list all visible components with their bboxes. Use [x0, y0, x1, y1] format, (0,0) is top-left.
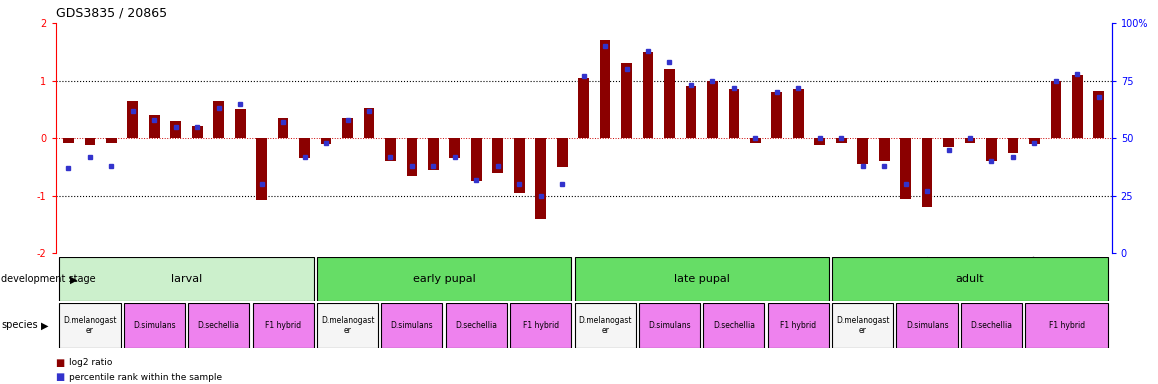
- Bar: [574, 303, 636, 348]
- Text: late pupal: late pupal: [674, 274, 730, 285]
- Text: ■: ■: [56, 372, 65, 382]
- Text: percentile rank within the sample: percentile rank within the sample: [69, 372, 222, 382]
- Bar: [235, 109, 245, 138]
- Bar: [943, 138, 954, 147]
- Bar: [708, 81, 718, 138]
- Bar: [406, 138, 417, 176]
- Bar: [449, 138, 460, 159]
- Bar: [665, 69, 675, 138]
- Text: D.simulans: D.simulans: [906, 321, 948, 330]
- Bar: [961, 303, 1023, 348]
- Text: F1 hybrid: F1 hybrid: [522, 321, 559, 330]
- Bar: [1007, 138, 1018, 153]
- Bar: [768, 303, 829, 348]
- Bar: [814, 138, 826, 145]
- Text: ▶: ▶: [41, 320, 47, 331]
- Bar: [188, 303, 249, 348]
- Bar: [149, 115, 160, 138]
- Bar: [252, 303, 314, 348]
- Text: D.melanogast
er: D.melanogast er: [578, 316, 632, 335]
- Bar: [900, 138, 911, 199]
- Bar: [59, 257, 314, 301]
- Bar: [192, 126, 203, 138]
- Bar: [446, 303, 507, 348]
- Bar: [574, 257, 829, 301]
- Text: F1 hybrid: F1 hybrid: [780, 321, 816, 330]
- Bar: [1072, 75, 1083, 138]
- Bar: [987, 138, 997, 161]
- Bar: [124, 303, 185, 348]
- Text: F1 hybrid: F1 hybrid: [265, 321, 301, 330]
- Bar: [793, 89, 804, 138]
- Text: D.sechellia: D.sechellia: [970, 321, 1012, 330]
- Text: F1 hybrid: F1 hybrid: [1048, 321, 1085, 330]
- Bar: [1029, 138, 1040, 144]
- Bar: [703, 303, 764, 348]
- Bar: [965, 138, 975, 143]
- Bar: [428, 138, 439, 170]
- Bar: [511, 303, 571, 348]
- Text: development stage: development stage: [1, 274, 96, 285]
- Bar: [686, 86, 696, 138]
- Bar: [857, 138, 868, 164]
- Bar: [557, 138, 567, 167]
- Bar: [386, 138, 396, 161]
- Text: D.simulans: D.simulans: [390, 321, 433, 330]
- Text: D.melanogast
er: D.melanogast er: [321, 316, 374, 335]
- Bar: [342, 118, 353, 138]
- Bar: [1025, 303, 1108, 348]
- Bar: [170, 121, 181, 138]
- Bar: [256, 138, 267, 200]
- Text: D.melanogast
er: D.melanogast er: [836, 316, 889, 335]
- Bar: [639, 303, 701, 348]
- Bar: [127, 101, 138, 138]
- Text: GDS3835 / 20865: GDS3835 / 20865: [56, 6, 167, 19]
- Bar: [107, 138, 117, 143]
- Bar: [879, 138, 889, 161]
- Bar: [278, 118, 288, 138]
- Bar: [492, 138, 503, 173]
- Text: ■: ■: [56, 358, 65, 368]
- Bar: [643, 52, 653, 138]
- Text: early pupal: early pupal: [412, 274, 476, 285]
- Bar: [317, 303, 379, 348]
- Text: ▶: ▶: [69, 274, 76, 285]
- Text: adult: adult: [955, 274, 984, 285]
- Bar: [578, 78, 589, 138]
- Text: D.sechellia: D.sechellia: [713, 321, 755, 330]
- Bar: [471, 138, 482, 182]
- Bar: [1093, 91, 1105, 138]
- Bar: [364, 108, 374, 138]
- Bar: [63, 138, 74, 143]
- Text: D.simulans: D.simulans: [133, 321, 176, 330]
- Bar: [771, 92, 782, 138]
- Bar: [600, 40, 610, 138]
- Bar: [85, 138, 95, 145]
- Text: larval: larval: [171, 274, 203, 285]
- Text: species: species: [1, 320, 38, 331]
- Bar: [514, 138, 525, 193]
- Text: D.melanogast
er: D.melanogast er: [64, 316, 117, 335]
- Bar: [535, 138, 547, 219]
- Text: log2 ratio: log2 ratio: [69, 358, 112, 367]
- Bar: [1050, 81, 1061, 138]
- Bar: [728, 89, 739, 138]
- Bar: [213, 101, 225, 138]
- Bar: [59, 303, 120, 348]
- Bar: [321, 138, 331, 144]
- Bar: [922, 138, 932, 207]
- Bar: [299, 138, 310, 159]
- Bar: [750, 138, 761, 143]
- Bar: [317, 257, 571, 301]
- Bar: [381, 303, 442, 348]
- Bar: [896, 303, 958, 348]
- Bar: [833, 303, 893, 348]
- Bar: [833, 257, 1108, 301]
- Bar: [836, 138, 846, 143]
- Bar: [621, 63, 632, 138]
- Text: D.sechellia: D.sechellia: [455, 321, 497, 330]
- Text: D.simulans: D.simulans: [648, 321, 691, 330]
- Text: D.sechellia: D.sechellia: [198, 321, 240, 330]
